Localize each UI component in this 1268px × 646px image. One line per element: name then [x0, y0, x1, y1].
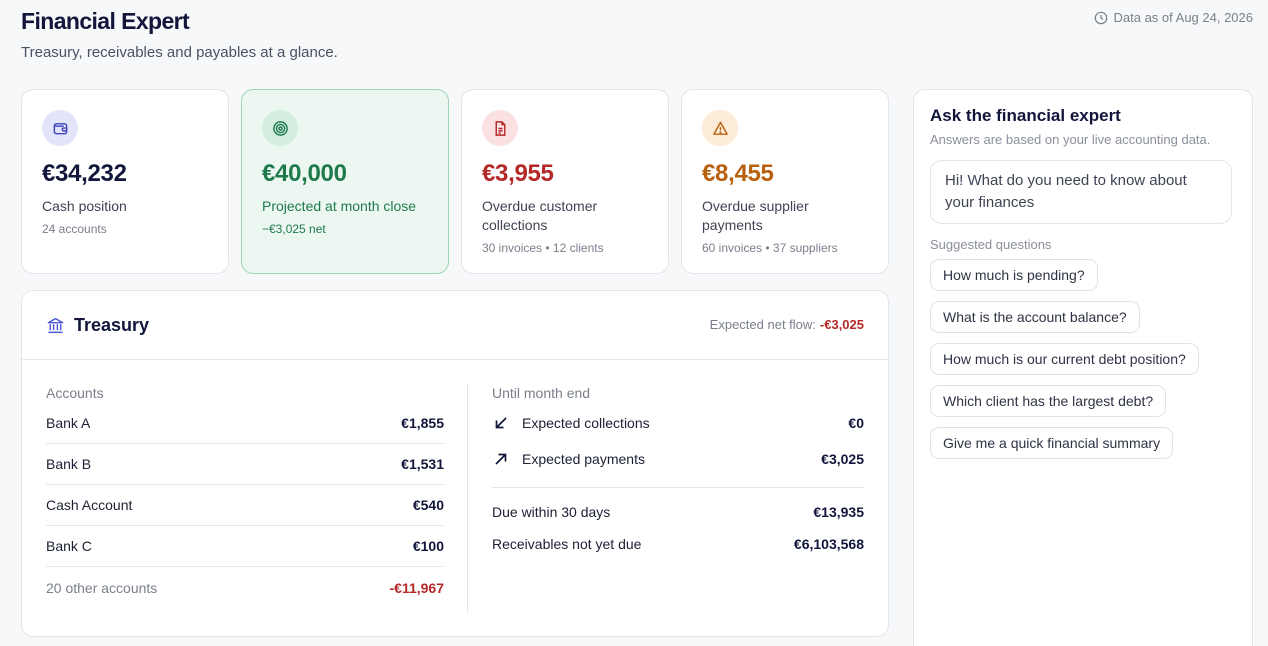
net-flow-label: Expected net flow:: [709, 317, 816, 332]
page-subtitle: Treasury, receivables and payables at a …: [21, 44, 338, 61]
month-end-title: Until month end: [492, 385, 591, 401]
accounts-section: Accounts Bank A €1,855 Bank B €1,531 Cas…: [46, 385, 444, 608]
kpi-label: Projected at month close: [262, 198, 417, 214]
clock-icon: [1094, 11, 1107, 24]
account-row[interactable]: Bank C €100: [46, 526, 444, 567]
assistant-subtitle: Answers are based on your live accountin…: [930, 132, 1211, 147]
account-amount: €540: [412, 497, 444, 513]
account-name: Bank C: [46, 538, 92, 554]
account-name: Bank A: [46, 415, 91, 431]
receivables-label: Receivables not yet due: [492, 536, 642, 552]
kpi-value: €40,000: [262, 160, 347, 187]
due-30-days-row: Due within 30 days €13,935: [492, 496, 864, 528]
warning-icon: [702, 110, 738, 146]
target-icon: [262, 110, 298, 146]
kpi-label: Cash position: [42, 198, 127, 214]
due-30-days-value: €13,935: [813, 504, 864, 520]
suggestion-chip-debt-position[interactable]: How much is our current debt position?: [930, 343, 1199, 375]
expected-collections-row: Expected collections €0: [492, 405, 864, 441]
suggestion-chip-pending[interactable]: How much is pending?: [930, 259, 1098, 291]
expected-payments-value: €3,025: [821, 451, 864, 467]
suggestion-chip-largest-debt[interactable]: Which client has the largest debt?: [930, 385, 1167, 417]
kpi-value: €8,455: [702, 160, 774, 187]
assistant-title: Ask the financial expert: [930, 106, 1121, 125]
kpi-card-overdue-payments[interactable]: €8,455 Overdue supplier payments 60 invo…: [681, 89, 889, 274]
month-end-section: Until month end Expected collections €0 …: [492, 385, 864, 560]
kpi-label: Overdue supplier payments: [702, 198, 809, 233]
expected-payments-row: Expected payments €3,025: [492, 441, 864, 477]
account-row[interactable]: Bank B €1,531: [46, 444, 444, 485]
suggestion-chip-summary[interactable]: Give me a quick financial summary: [930, 427, 1174, 459]
kpi-sub: 24 accounts: [42, 222, 107, 236]
kpi-sub: 60 invoices • 37 suppliers: [702, 241, 838, 255]
net-flow-value: -€3,025: [819, 317, 864, 332]
data-timestamp: Data as of Aug 24, 2026: [1094, 10, 1254, 25]
accounts-list: Bank A €1,855 Bank B €1,531 Cash Account…: [46, 403, 444, 608]
treasury-panel: Treasury Expected net flow: -€3,025 Accou…: [21, 290, 889, 637]
account-amount: €1,531: [401, 456, 444, 472]
assistant-greeting-bubble: Hi! What do you need to know about your …: [930, 160, 1232, 224]
kpi-card-overdue-collections[interactable]: €3,955 Overdue customer collections 30 i…: [461, 89, 669, 274]
account-name: 20 other accounts: [46, 579, 158, 596]
arrow-up-right-icon: [495, 453, 507, 465]
assistant-panel: Ask the financial expert Answers are bas…: [913, 89, 1253, 646]
kpi-value: €3,955: [482, 160, 554, 187]
expected-collections-value: €0: [848, 415, 864, 431]
accounts-title: Accounts: [46, 385, 104, 401]
expected-flows: Expected collections €0 Expected payment…: [492, 405, 864, 488]
suggestion-chip-account-balance[interactable]: What is the account balance?: [930, 301, 1140, 333]
account-row[interactable]: Cash Account €540: [46, 485, 444, 526]
account-amount: €100: [412, 538, 444, 554]
bank-icon: [47, 317, 64, 334]
kpi-sub: −€3,025 net: [262, 222, 326, 236]
expected-net-flow: Expected net flow: -€3,025: [710, 317, 864, 332]
treasury-header: Treasury Expected net flow: -€3,025: [22, 291, 888, 360]
due-30-days-label: Due within 30 days: [492, 504, 611, 520]
kpi-label: Overdue customer collections: [482, 198, 598, 233]
suggested-questions: How much is pending? What is the account…: [930, 259, 1236, 459]
due-summary: Due within 30 days €13,935 Receivables n…: [492, 496, 864, 560]
treasury-title-text: Treasury: [74, 315, 150, 335]
account-amount: -€11,967: [389, 579, 445, 596]
account-name: Bank B: [46, 456, 92, 472]
expected-payments-label: Expected payments: [522, 451, 645, 467]
kpi-card-projected-month-close[interactable]: €40,000 Projected at month close −€3,025…: [241, 89, 449, 274]
kpi-value: €34,232: [42, 160, 127, 187]
document-icon: [482, 110, 518, 146]
data-as-of-text: Data as of Aug 24, 2026: [1113, 10, 1254, 25]
page-title: Financial Expert: [21, 8, 190, 34]
other-accounts-row[interactable]: 20 other accounts -€11,967: [46, 567, 444, 608]
receivables-value: €6,103,568: [793, 536, 864, 552]
account-name: Cash Account: [46, 497, 133, 513]
kpi-card-cash-position[interactable]: €34,232 Cash position 24 accounts: [21, 89, 229, 274]
expected-collections-label: Expected collections: [522, 415, 650, 431]
treasury-title: Treasury: [46, 315, 149, 336]
receivables-row: Receivables not yet due €6,103,568: [492, 528, 864, 560]
wallet-icon: [42, 110, 78, 146]
arrow-down-left-icon: [495, 417, 507, 429]
column-divider: [467, 384, 468, 612]
account-row[interactable]: Bank A €1,855: [46, 403, 444, 444]
kpi-sub: 30 invoices • 12 clients: [482, 241, 604, 255]
suggested-questions-title: Suggested questions: [930, 237, 1052, 252]
account-amount: €1,855: [401, 415, 444, 431]
